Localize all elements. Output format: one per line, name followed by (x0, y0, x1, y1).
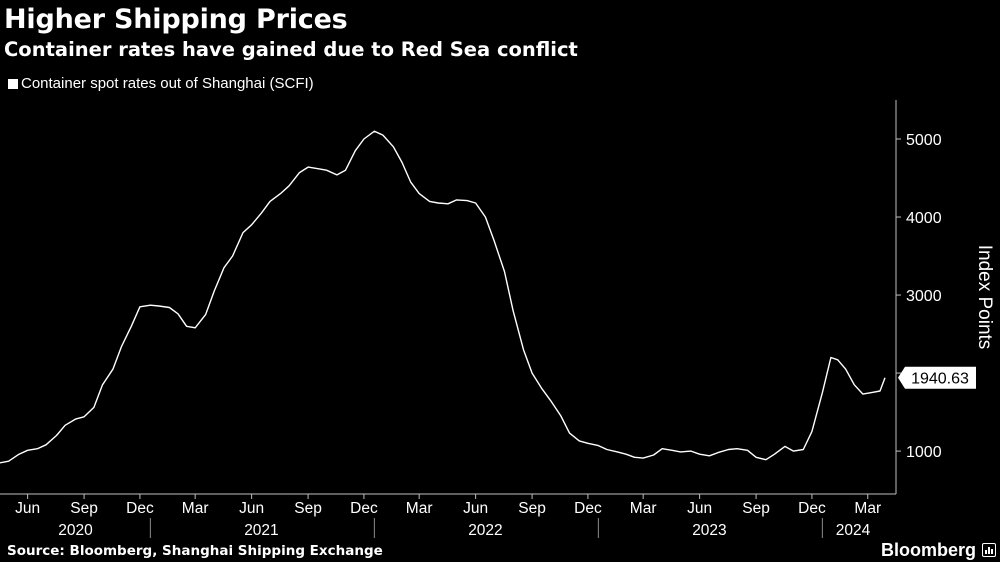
last-value-label: 1940.63 (911, 371, 969, 388)
x-tick-label: Sep (742, 500, 770, 517)
legend-label: Container spot rates out of Shanghai (SC… (21, 75, 314, 92)
legend: Container spot rates out of Shanghai (SC… (8, 75, 314, 92)
x-tick-label: Mar (182, 500, 209, 517)
x-year-label: 2023 (692, 522, 726, 539)
legend-swatch (8, 78, 18, 89)
x-tick-label: Dec (574, 500, 602, 517)
x-tick-label: Sep (70, 500, 98, 517)
x-year-label: 2021 (244, 522, 278, 539)
x-tick-label: Jun (463, 500, 488, 517)
x-tick-label: Jun (15, 500, 40, 517)
x-tick-label: Mar (406, 500, 433, 517)
y-tick-label: 3000 (906, 288, 942, 305)
brand-logo: Bloomberg (880, 540, 976, 560)
x-year-label: 2022 (468, 522, 502, 539)
x-year-label: 2020 (58, 522, 93, 539)
x-tick-label: Jun (687, 500, 712, 517)
last-value-box (898, 366, 976, 389)
x-tick-label: Sep (294, 500, 322, 517)
source-note: Source: Bloomberg, Shanghai Shipping Exc… (7, 543, 383, 559)
x-tick-label: Dec (126, 500, 154, 517)
y-axis-title: Index Points (974, 245, 995, 350)
y-tick-label: 4000 (906, 210, 942, 227)
x-tick-label: Mar (854, 500, 881, 517)
chart-subtitle: Container rates have gained due to Red S… (4, 38, 578, 61)
chart-title: Higher Shipping Prices (4, 4, 348, 35)
bloomberg-bars-icon (982, 543, 996, 557)
series-line (0, 130, 886, 464)
x-tick-label: Sep (518, 500, 546, 517)
x-tick-label: Dec (350, 500, 378, 517)
x-tick-label: Jun (239, 500, 264, 517)
y-tick-label: 5000 (906, 132, 942, 149)
x-year-label: 2024 (836, 522, 871, 539)
y-tick-label: 1000 (906, 444, 942, 461)
x-tick-label: Dec (798, 500, 826, 517)
x-tick-label: Mar (630, 500, 657, 517)
